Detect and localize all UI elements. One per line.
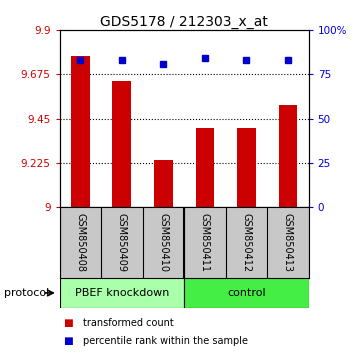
Bar <box>71 56 90 207</box>
Text: ■: ■ <box>63 336 73 346</box>
Bar <box>237 129 256 207</box>
Text: transformed count: transformed count <box>83 318 174 328</box>
Text: protocol: protocol <box>4 288 49 298</box>
Text: GSM850410: GSM850410 <box>158 213 168 272</box>
Bar <box>154 160 173 207</box>
Text: PBEF knockdown: PBEF knockdown <box>75 288 169 298</box>
Text: GSM850408: GSM850408 <box>75 213 85 272</box>
Bar <box>184 278 309 308</box>
Text: control: control <box>227 288 266 298</box>
Bar <box>60 278 184 308</box>
Bar <box>113 81 131 207</box>
Text: GSM850412: GSM850412 <box>242 213 251 272</box>
Bar <box>196 129 214 207</box>
Title: GDS5178 / 212303_x_at: GDS5178 / 212303_x_at <box>100 15 268 29</box>
Text: GSM850413: GSM850413 <box>283 213 293 272</box>
Text: ■: ■ <box>63 318 73 328</box>
Text: GSM850409: GSM850409 <box>117 213 127 272</box>
Text: percentile rank within the sample: percentile rank within the sample <box>83 336 248 346</box>
Bar <box>279 105 297 207</box>
Text: GSM850411: GSM850411 <box>200 213 210 272</box>
